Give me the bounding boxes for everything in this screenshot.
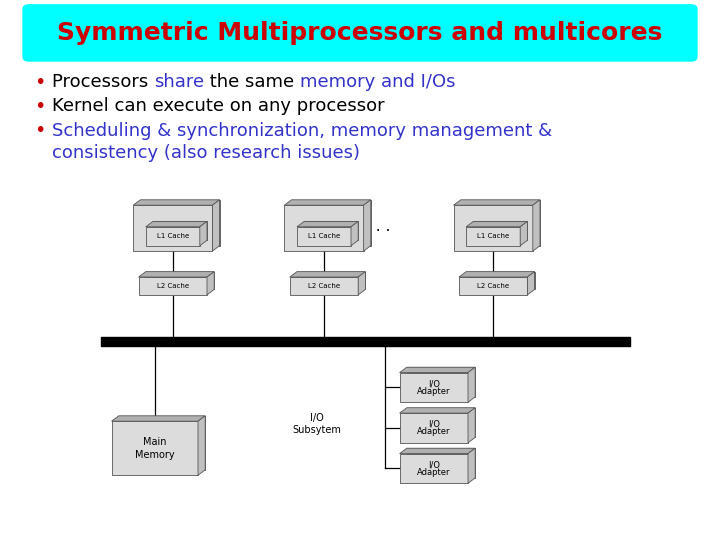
- Text: Processor: Processor: [153, 224, 193, 233]
- Text: I/O
Subsytem: I/O Subsytem: [292, 413, 341, 435]
- Text: consistency (also research issues): consistency (also research issues): [52, 144, 360, 162]
- Text: Processors: Processors: [52, 73, 154, 91]
- Polygon shape: [468, 408, 475, 443]
- Text: memory and I/Os: memory and I/Os: [300, 73, 455, 91]
- Text: •: •: [34, 97, 45, 116]
- Polygon shape: [200, 221, 207, 246]
- Text: •: •: [34, 122, 45, 140]
- Text: Scheduling & synchronization, memory management &: Scheduling & synchronization, memory man…: [52, 122, 552, 139]
- Polygon shape: [112, 416, 205, 421]
- Text: Adapter: Adapter: [417, 387, 451, 395]
- Text: Adapter: Adapter: [417, 427, 451, 436]
- Text: . . .: . . .: [366, 219, 390, 234]
- Polygon shape: [400, 448, 475, 454]
- Bar: [153, 221, 207, 240]
- Text: Symmetric Multiprocessors and multicores: Symmetric Multiprocessors and multicores: [58, 21, 662, 45]
- Bar: [400, 373, 468, 402]
- Polygon shape: [459, 272, 534, 277]
- Text: Adapter: Adapter: [417, 468, 451, 476]
- Text: the same: the same: [204, 73, 300, 91]
- Bar: [297, 272, 366, 289]
- Text: L2 Cache: L2 Cache: [308, 283, 340, 289]
- Text: Kernel can execute on any processor: Kernel can execute on any processor: [52, 97, 384, 115]
- Bar: [454, 205, 533, 251]
- Text: •: •: [34, 73, 45, 92]
- Bar: [407, 408, 475, 437]
- Text: L2 Cache: L2 Cache: [477, 283, 509, 289]
- Polygon shape: [467, 221, 527, 227]
- Polygon shape: [400, 408, 475, 413]
- Bar: [101, 337, 630, 346]
- Polygon shape: [351, 221, 359, 246]
- Polygon shape: [468, 448, 475, 483]
- Polygon shape: [133, 200, 220, 205]
- Polygon shape: [359, 272, 366, 295]
- Polygon shape: [138, 272, 215, 277]
- Bar: [400, 413, 468, 443]
- Text: I/O: I/O: [428, 461, 440, 469]
- Text: Memory: Memory: [135, 450, 175, 460]
- Bar: [407, 448, 475, 478]
- Polygon shape: [297, 221, 359, 227]
- Bar: [145, 272, 215, 289]
- Bar: [119, 416, 205, 470]
- Bar: [407, 367, 475, 397]
- Text: L1 Cache: L1 Cache: [477, 233, 509, 239]
- Bar: [140, 200, 220, 246]
- Bar: [292, 200, 371, 246]
- Text: share: share: [154, 73, 204, 91]
- Polygon shape: [289, 272, 366, 277]
- Polygon shape: [533, 200, 540, 251]
- Polygon shape: [454, 200, 540, 205]
- Polygon shape: [520, 221, 527, 246]
- Polygon shape: [207, 272, 215, 295]
- Bar: [474, 221, 527, 240]
- Text: I/O: I/O: [428, 420, 440, 429]
- Bar: [297, 227, 351, 246]
- Text: L2 Cache: L2 Cache: [157, 283, 189, 289]
- Polygon shape: [198, 416, 205, 475]
- Text: Processor: Processor: [304, 224, 344, 233]
- Bar: [145, 227, 200, 246]
- Polygon shape: [527, 272, 534, 295]
- Text: I/O: I/O: [428, 380, 440, 388]
- Bar: [284, 205, 364, 251]
- Bar: [289, 277, 359, 295]
- Bar: [133, 205, 212, 251]
- Bar: [459, 277, 527, 295]
- Polygon shape: [284, 200, 371, 205]
- FancyBboxPatch shape: [23, 5, 697, 61]
- Text: L1 Cache: L1 Cache: [308, 233, 340, 239]
- Text: Main: Main: [143, 437, 166, 447]
- Bar: [467, 227, 520, 246]
- Polygon shape: [145, 221, 207, 227]
- Polygon shape: [400, 367, 475, 373]
- Polygon shape: [468, 367, 475, 402]
- Text: L1 Cache: L1 Cache: [157, 233, 189, 239]
- Text: Processor: Processor: [473, 224, 513, 233]
- Bar: [467, 272, 534, 289]
- Bar: [461, 200, 540, 246]
- Bar: [305, 221, 359, 240]
- Bar: [400, 454, 468, 483]
- Polygon shape: [364, 200, 371, 251]
- Bar: [112, 421, 198, 475]
- Polygon shape: [212, 200, 220, 251]
- Bar: [138, 277, 207, 295]
